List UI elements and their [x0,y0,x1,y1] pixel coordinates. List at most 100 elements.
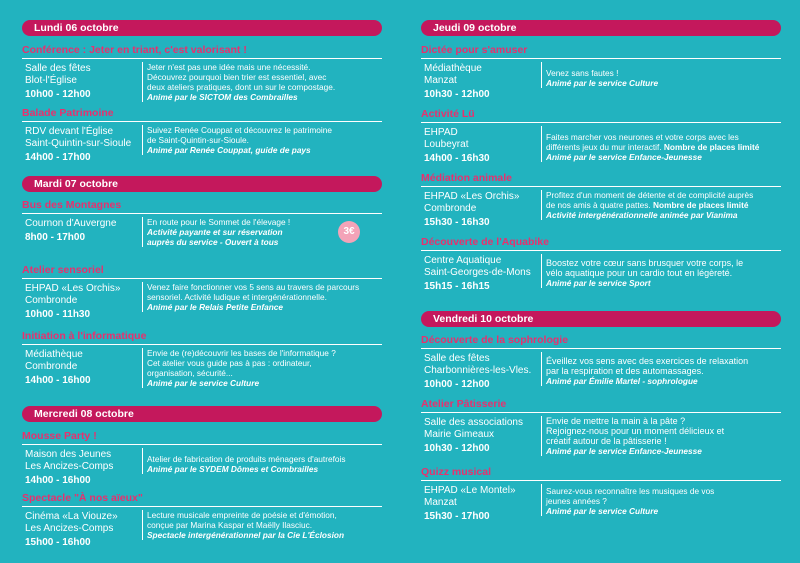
event-location: EHPAD «Le Montel» Manzat 15h30 - 17h00 [424,485,516,522]
event-location: Salle des fêtes Blot-l'Église 10h00 - 12… [25,63,91,100]
event-description: Profitez d'un moment de détente et de co… [541,190,781,220]
event-description: Lecture musicale empreinte de poésie et … [142,510,382,540]
event-spectacle: Spectacle "À nos aïeux" Cinéma «La Viouz… [22,492,382,554]
event-description: Envie de mettre la main à la pâte ? Rejo… [541,416,781,456]
event-mediation-animale: Médiation animale EHPAD «Les Orchis» Com… [421,172,781,234]
event-location: Cinéma «La Viouze» Les Ancizes-Comps 15h… [25,511,118,548]
divider [22,444,382,445]
event-location: Centre Aquatique Saint-Georges-de-Mons 1… [424,255,531,292]
divider [421,348,781,349]
event-animator: Animé par le service Culture [546,506,659,516]
event-title: Découverte de l'Aquabike [421,236,549,248]
event-location: EHPAD Loubeyrat 14h00 - 16h30 [424,127,490,164]
event-time: 10h30 - 12h00 [424,89,490,100]
event-animator: Animé par le Relais Petite Enfance [147,302,284,312]
event-description: Venez sans fautes ! Animé par le service… [541,62,781,88]
event-title: Dictée pour s'amuser [421,44,528,56]
divider [421,480,781,481]
event-title: Atelier sensoriel [22,264,104,276]
event-time: 10h30 - 12h00 [424,443,490,454]
event-atelier-sensoriel: Atelier sensoriel EHPAD «Les Orchis» Com… [22,264,382,326]
price-badge: 3€ [338,221,360,243]
event-location: Salle des fêtes Charbonnières-les-Vles. … [424,353,532,390]
event-title: Mousse Party ! [22,430,97,442]
event-title: Balade Patrimoine [22,107,114,119]
event-location: Maison des Jeunes Les Ancizes-Comps 14h0… [25,449,114,486]
event-time: 15h30 - 17h00 [424,511,490,522]
event-location: EHPAD «Les Orchis» Combronde 10h00 - 11h… [25,283,121,320]
event-location: Salle des associations Mairie Gimeaux 10… [424,417,523,454]
event-time: 14h00 - 17h00 [25,152,91,163]
day-header-mercredi: Mercredi 08 octobre [22,406,382,422]
event-time: 15h15 - 16h15 [424,281,490,292]
event-description: Faites marcher vos neurones et votre cor… [541,126,781,162]
event-time: 8h00 - 17h00 [25,232,86,243]
event-patisserie: Atelier Pâtisserie Salle des association… [421,398,781,460]
event-title: Spectacle "À nos aïeux" [22,492,143,504]
event-description: Atelier de fabrication de produits ménag… [142,448,382,474]
event-animator: Spectacle intergénérationnel par la Cie … [147,530,345,540]
event-time: 14h00 - 16h30 [424,153,490,164]
event-title: Médiation animale [421,172,513,184]
event-time: 10h00 - 12h00 [424,379,490,390]
divider [22,213,382,214]
event-time: 15h30 - 16h30 [424,217,490,228]
event-title: Bus des Montagnes [22,199,122,211]
event-title: Découverte de la sophrologie [421,334,569,346]
event-animator: Activité intergénérationnelle animée par… [546,210,738,220]
event-location: EHPAD «Les Orchis» Combronde 15h30 - 16h… [424,191,520,228]
divider [22,121,382,122]
event-title: Conférence : Jeter en triant, c'est valo… [22,44,247,56]
day-header-lundi: Lundi 06 octobre [22,20,382,36]
divider [22,58,382,59]
event-mousse-party: Mousse Party ! Maison des Jeunes Les Anc… [22,430,382,492]
event-aquabike: Découverte de l'Aquabike Centre Aquatiqu… [421,236,781,298]
event-time: 10h00 - 11h30 [25,309,91,320]
limited-places: Nombre de places limité [653,200,749,210]
event-location: Médiathèque Combronde 14h00 - 16h00 [25,349,91,386]
day-header-jeudi: Jeudi 09 octobre [421,20,781,36]
event-description: En route pour le Sommet de l'élevage ! A… [142,217,337,247]
event-balade: Balade Patrimoine RDV devant l'Église Sa… [22,107,382,169]
event-title: Quizz musical [421,466,492,478]
event-time: 14h00 - 16h00 [25,375,91,386]
event-animator: Animé par Émilie Martel - sophrologue [546,376,698,386]
event-description: Venez faire fonctionner vos 5 sens au tr… [142,282,382,312]
event-animator: Animé par le service Culture [546,78,659,88]
event-location: RDV devant l'Église Saint-Quintin-sur-Si… [25,126,132,163]
event-time: 10h00 - 12h00 [25,89,91,100]
event-title: Atelier Pâtisserie [421,398,507,410]
event-title: Activité Lü [421,108,475,120]
event-description: Envie de (re)découvrir les bases de l'in… [142,348,382,388]
divider [421,412,781,413]
day-header-mardi: Mardi 07 octobre [22,176,382,192]
event-description: Suivez Renée Couppat et découvrez le pat… [142,125,382,155]
event-animator: Animé par le SICTOM des Combrailles [147,92,298,102]
event-animator: Animé par Renée Couppat, guide de pays [147,145,311,155]
event-bus: Bus des Montagnes Cournon d'Auvergne 8h0… [22,199,382,261]
divider [421,250,781,251]
event-location: Cournon d'Auvergne 8h00 - 17h00 [25,218,117,243]
divider [421,122,781,123]
event-animator: Animé par le service Sport [546,278,651,288]
limited-places: Nombre de places limité [663,142,760,152]
divider [22,506,382,507]
event-title: Initiation à l'informatique [22,330,147,342]
day-header-vendredi: Vendredi 10 octobre [421,311,781,327]
event-time: 14h00 - 16h00 [25,475,91,486]
event-description: Boostez votre cœur sans brusquer votre c… [541,254,781,288]
event-activite-lu: Activité Lü EHPAD Loubeyrat 14h00 - 16h3… [421,108,781,170]
event-animator: Animé par le service Enfance-Jeunesse [546,152,702,162]
event-description: Saurez-vous reconnaître les musiques de … [541,484,781,516]
event-quizz: Quizz musical EHPAD «Le Montel» Manzat 1… [421,466,781,528]
event-animator: Animé par le SYDEM Dômes et Combrailles [147,464,319,474]
event-informatique: Initiation à l'informatique Médiathèque … [22,330,382,392]
divider [421,58,781,59]
event-description: Jeter n'est pas une idée mais une nécess… [142,62,382,102]
event-dictee: Dictée pour s'amuser Médiathèque Manzat … [421,44,781,106]
divider [421,186,781,187]
divider [22,344,382,345]
event-conference: Conférence : Jeter en triant, c'est valo… [22,44,382,106]
event-description: Éveillez vos sens avec des exercices de … [541,352,781,386]
event-time: 15h00 - 16h00 [25,537,91,548]
